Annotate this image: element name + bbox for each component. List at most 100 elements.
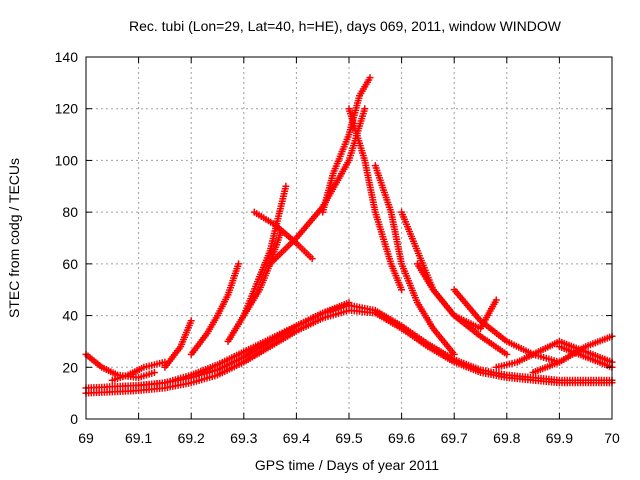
data-point — [282, 182, 290, 190]
data-point — [135, 379, 166, 389]
data-point — [108, 382, 140, 391]
y-tick-label: 140 — [55, 49, 79, 65]
data-point — [371, 208, 394, 265]
data-point — [135, 369, 156, 382]
data-point — [292, 310, 324, 330]
x-axis-label: GPS time / Days of year 2011 — [255, 457, 439, 473]
data-point — [450, 350, 458, 358]
y-axis-label: STEC from codg / TECUs — [6, 158, 22, 318]
data-point — [477, 368, 508, 381]
data-point — [187, 332, 209, 358]
chart-title: Rec. tubi (Lon=29, Lat=40, h=HE), days 0… — [129, 18, 562, 34]
data-point — [240, 275, 263, 320]
data-point — [214, 293, 231, 320]
data-point — [224, 262, 242, 299]
x-tick-label: 69.5 — [335, 430, 362, 446]
x-tick-label: 69.7 — [441, 430, 468, 446]
data-point — [319, 172, 337, 216]
data-series — [108, 358, 169, 384]
y-tick-label: 60 — [62, 256, 78, 272]
data-point — [250, 208, 277, 228]
x-tick-label: 69.6 — [388, 430, 415, 446]
data-point — [387, 260, 405, 291]
y-tick-label: 20 — [62, 359, 78, 375]
data-point — [371, 309, 403, 331]
data-point — [555, 343, 587, 360]
data-point — [256, 262, 273, 294]
data-point — [424, 343, 456, 365]
data-point — [150, 368, 158, 376]
data-point — [450, 358, 482, 376]
data-point — [82, 350, 104, 370]
data-point — [82, 383, 114, 392]
x-tick-label: 69 — [78, 430, 94, 446]
data-point — [108, 387, 140, 396]
data-point — [345, 299, 353, 307]
data-point — [345, 105, 368, 162]
data-point — [319, 300, 351, 317]
data-point — [187, 362, 219, 379]
data-point — [108, 372, 129, 384]
data-point — [235, 260, 243, 268]
x-tick-label: 69.3 — [230, 430, 257, 446]
data-series — [240, 182, 290, 320]
axis-ticks: 69 69.1 69.2 69.3 69.4 69.5 69.6 69.7 69.8 69.9 70… — [55, 49, 620, 446]
data-point — [529, 376, 561, 387]
data-point — [366, 74, 374, 82]
data-series — [319, 74, 374, 216]
data-point — [345, 306, 377, 317]
data-series — [529, 332, 616, 376]
y-tick-label: 100 — [55, 152, 79, 168]
data-series — [135, 299, 353, 389]
data-point — [413, 299, 436, 330]
data-point — [361, 105, 369, 113]
data-series — [371, 162, 458, 358]
data-point — [450, 312, 482, 331]
x-tick-label: 69.8 — [493, 430, 520, 446]
data-point — [203, 314, 220, 338]
data-point — [319, 307, 350, 322]
data-point — [292, 205, 325, 242]
data-point — [82, 388, 114, 397]
data-point — [187, 372, 219, 387]
data-point — [240, 336, 272, 356]
data-point — [214, 359, 245, 379]
data-point — [124, 364, 146, 379]
data-point — [503, 350, 511, 358]
data-point — [161, 345, 183, 371]
data-point — [534, 339, 561, 356]
data-point — [398, 208, 420, 253]
data-point — [187, 317, 195, 325]
data-point — [308, 255, 316, 263]
x-tick-label: 69.9 — [546, 430, 573, 446]
data-point — [224, 314, 246, 345]
data-point — [361, 156, 379, 214]
data-point — [503, 337, 535, 357]
data-series — [161, 317, 195, 371]
data-point — [513, 349, 540, 366]
data-series — [450, 286, 563, 366]
data-point — [492, 359, 519, 371]
data-point — [140, 359, 166, 371]
data-point — [214, 349, 245, 369]
data-point — [371, 162, 394, 214]
y-tick-label: 80 — [62, 204, 78, 220]
data-series — [345, 105, 406, 294]
data-point — [345, 94, 363, 139]
data-point — [240, 344, 272, 366]
data-point — [266, 185, 289, 255]
data-point — [529, 359, 561, 376]
data-point — [492, 296, 500, 304]
y-tick-label: 120 — [55, 101, 79, 117]
y-tick-label: 0 — [70, 411, 78, 427]
data-point — [429, 286, 457, 318]
data-point — [398, 286, 406, 294]
data-point — [413, 260, 436, 292]
data-point — [477, 332, 509, 357]
data-point — [98, 363, 119, 378]
x-tick-label: 69.1 — [125, 430, 152, 446]
data-point — [450, 286, 483, 323]
data-series — [187, 260, 243, 358]
x-tick-label: 69.2 — [178, 430, 205, 446]
